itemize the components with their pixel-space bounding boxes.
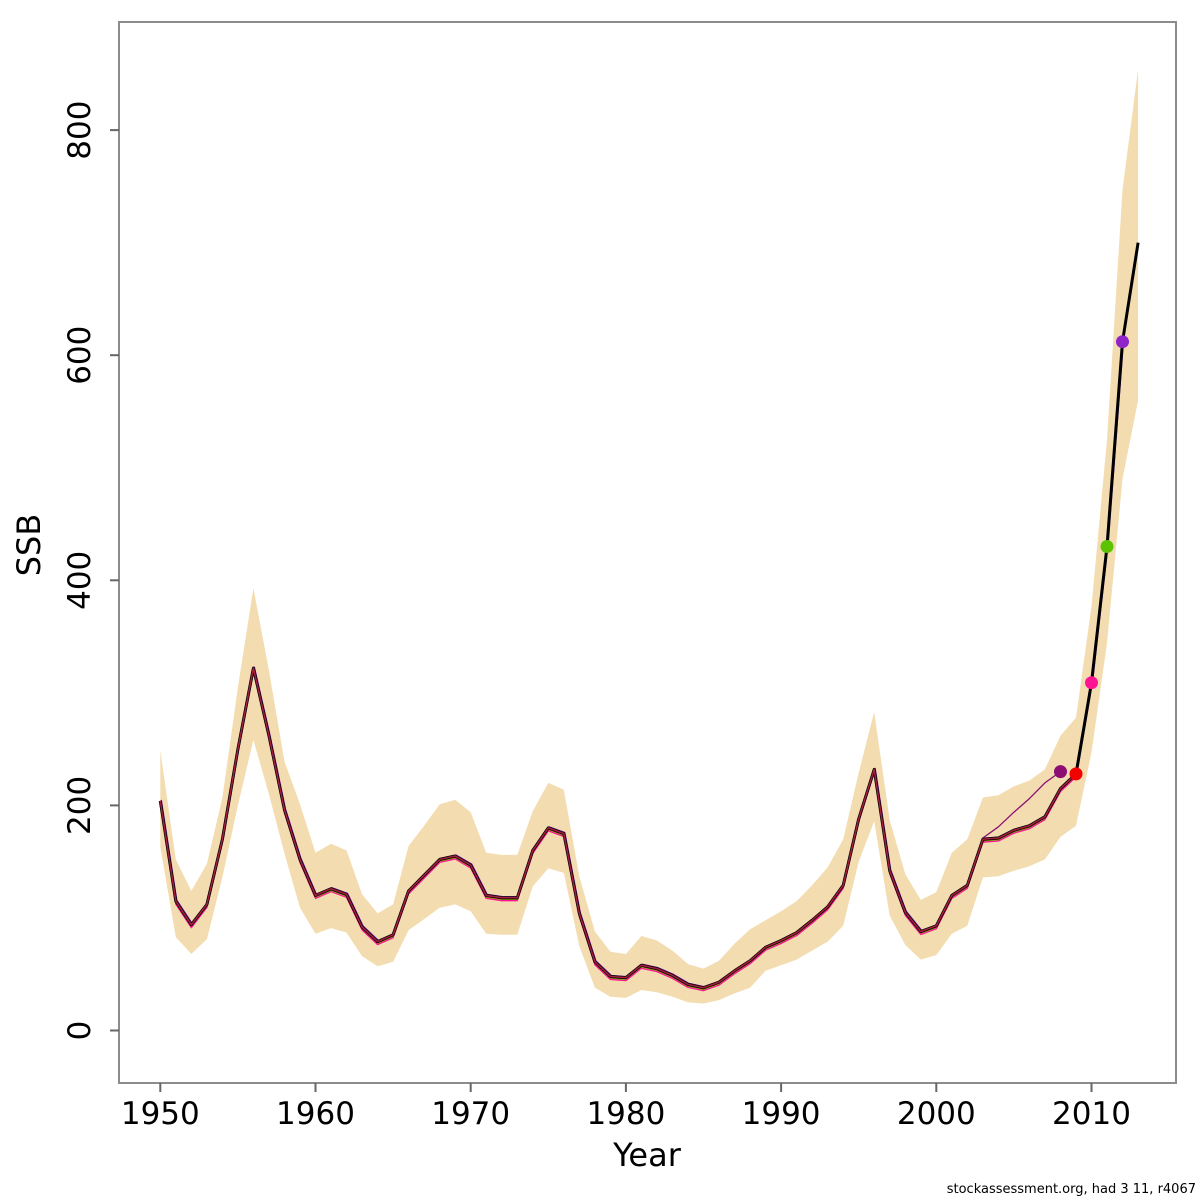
retro-endpoint-dot-2011	[1100, 540, 1114, 553]
base-run-overlay-line	[159, 667, 1077, 989]
x-tick-label: 1960	[276, 1096, 355, 1132]
axes-frame-layer	[110, 21, 1177, 1092]
x-tick-label: 1950	[121, 1096, 200, 1132]
tick-labels-layer: 1950 1960 1970 1980 1990 2000 2010 0 200 400 600 80…	[62, 101, 1131, 1132]
retro-peel-2010-line	[159, 670, 1093, 992]
retro-endpoint-dot-2010	[1085, 676, 1098, 690]
x-tick-label: 1980	[586, 1096, 665, 1132]
y-tick-label: 0	[62, 1021, 98, 1041]
y-tick-label: 200	[62, 776, 98, 835]
x-tick-label: 1970	[431, 1096, 510, 1132]
y-tick-label: 600	[62, 326, 98, 385]
retro-endpoint-dot-2009	[1069, 767, 1083, 781]
x-tick-label: 2010	[1052, 1096, 1131, 1132]
retro-endpoint-dot-2008	[1054, 765, 1067, 779]
x-axis-title: Year	[612, 1136, 682, 1174]
endpoint-dots-layer	[1054, 335, 1129, 781]
x-tick-label: 1990	[742, 1096, 821, 1132]
y-tick-label: 400	[62, 551, 98, 610]
plot-box	[118, 21, 1177, 1084]
x-tick-label: 2000	[897, 1096, 976, 1132]
y-tick-label: 800	[62, 101, 98, 160]
y-axis-title: SSB	[10, 514, 48, 577]
watermark-text: stockassessment.org, had 3 11, r4067	[947, 1182, 1196, 1197]
base-line-layer	[158, 242, 1140, 990]
retro-endpoint-dot-2012	[1116, 335, 1129, 349]
